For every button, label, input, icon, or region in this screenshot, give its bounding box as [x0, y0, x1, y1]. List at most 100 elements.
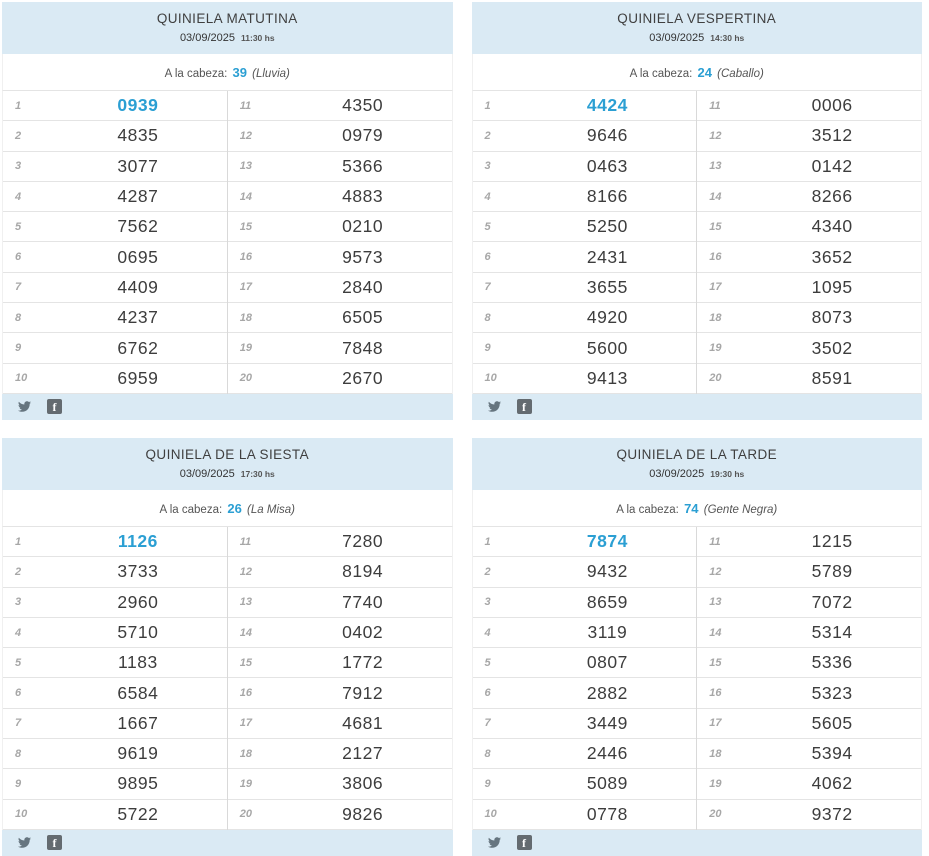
- result-row: 9 6762: [3, 333, 227, 364]
- facebook-icon[interactable]: f: [47, 835, 62, 851]
- result-number: 1183: [118, 652, 158, 673]
- result-row: 2 9432: [472, 557, 697, 588]
- result-row: 4 5710: [3, 618, 227, 649]
- result-row: 7 3655: [472, 273, 697, 304]
- result-row: 6 2882: [472, 678, 697, 709]
- result-number: 4287: [117, 186, 159, 207]
- result-row: 17 1095: [697, 273, 921, 304]
- cabeza-name: (La Misa): [247, 503, 295, 516]
- twitter-icon[interactable]: [17, 400, 32, 413]
- position-number: 11: [709, 535, 721, 548]
- result-number: 8659: [586, 591, 628, 612]
- position-number: 17: [239, 717, 252, 730]
- card-footer: f: [471, 829, 922, 856]
- position-number: 4: [15, 190, 22, 203]
- position-number: 12: [239, 129, 252, 142]
- result-row: 9 5600: [472, 333, 697, 364]
- position-number: 12: [239, 565, 252, 578]
- results-table: 1 0939 2 4835 3 3077 4 4287 5 7562 6 069…: [2, 90, 453, 394]
- result-number: 8194: [342, 561, 384, 582]
- result-row: 14 4883: [227, 182, 452, 213]
- result-row: 7 1667: [3, 709, 227, 740]
- result-row: 10 6959: [3, 364, 227, 394]
- draw-time: 19:30 hs: [710, 468, 745, 479]
- quiniela-card: QUINIELA DE LA TARDE 03/09/2025 19:30 hs …: [471, 437, 922, 856]
- twitter-icon[interactable]: [487, 400, 502, 413]
- result-row: 8 4920: [472, 303, 697, 334]
- position-number: 15: [709, 656, 722, 669]
- result-row: 12 8194: [227, 557, 452, 588]
- facebook-icon[interactable]: f: [47, 399, 62, 415]
- result-row: 13 7740: [227, 588, 452, 618]
- results-column-right: 11 1215 12 5789 13 7072 14 5314 15 5336 …: [696, 526, 921, 830]
- result-row: 20 8591: [697, 364, 921, 394]
- result-number: 5789: [811, 561, 853, 582]
- result-number: 5710: [117, 622, 159, 642]
- position-number: 3: [15, 160, 22, 173]
- position-number: 10: [15, 372, 28, 385]
- result-row: 16 3652: [697, 242, 921, 273]
- result-number: 4883: [342, 186, 384, 207]
- result-row: 3 0463: [472, 152, 697, 182]
- cabeza-name: (Lluvia): [252, 68, 290, 80]
- cabeza-name: (Gente Negra): [703, 503, 778, 516]
- result-number: 4340: [811, 216, 853, 237]
- result-row: 19 3502: [697, 333, 921, 364]
- result-number: 5323: [811, 682, 853, 703]
- card-header: QUINIELA DE LA SIESTA 03/09/2025 17:30 hs: [2, 437, 453, 490]
- position-number: 17: [709, 717, 722, 730]
- result-row: 4 3119: [472, 618, 697, 649]
- position-number: 8: [15, 747, 22, 760]
- result-number: 9646: [586, 125, 628, 146]
- result-row: 19 4062: [697, 769, 921, 800]
- result-number: 3806: [342, 773, 384, 794]
- result-number: 9432: [586, 561, 628, 582]
- result-number: 9413: [586, 367, 628, 388]
- result-number: 2882: [586, 682, 628, 703]
- result-number: 8591: [811, 367, 853, 388]
- card-header: QUINIELA MATUTINA 03/09/2025 11:30 hs: [2, 2, 453, 54]
- result-row: 15 0210: [227, 212, 452, 243]
- result-row: 18 6505: [227, 303, 452, 334]
- result-row: 4 8166: [472, 182, 697, 213]
- position-number: 15: [709, 220, 722, 233]
- result-number: 9895: [117, 773, 159, 794]
- position-number: 8: [484, 747, 491, 760]
- position-number: 19: [239, 342, 252, 355]
- result-row: 2 3733: [3, 557, 227, 588]
- twitter-icon[interactable]: [487, 836, 502, 849]
- result-row: 11 7280: [227, 527, 452, 558]
- result-row: 4 4287: [3, 182, 227, 213]
- result-number: 0006: [811, 95, 853, 116]
- result-row: 17 5605: [697, 709, 921, 740]
- position-number: 3: [15, 596, 22, 609]
- result-number: 4350: [342, 95, 384, 116]
- result-row: 3 3077: [3, 152, 227, 182]
- result-row: 11 0006: [697, 91, 921, 122]
- card-date-line: 03/09/2025 14:30 hs: [472, 32, 923, 44]
- result-row: 18 5394: [697, 739, 921, 770]
- result-number: 3449: [586, 712, 628, 733]
- draw-date: 03/09/2025: [649, 32, 705, 44]
- result-row: 1 1126: [3, 527, 227, 558]
- position-number: 11: [239, 535, 252, 548]
- position-number: 5: [15, 656, 22, 669]
- result-number: 5600: [586, 337, 628, 358]
- results-column-right: 11 7280 12 8194 13 7740 14 0402 15 1772 …: [226, 526, 452, 830]
- position-number: 16: [239, 687, 252, 700]
- result-row: 12 5789: [697, 557, 921, 588]
- result-row: 5 5250: [472, 212, 697, 243]
- cabeza-number: 74: [684, 500, 699, 516]
- twitter-icon[interactable]: [17, 836, 32, 849]
- position-number: 4: [484, 626, 491, 639]
- facebook-icon[interactable]: f: [516, 399, 532, 415]
- facebook-icon[interactable]: f: [516, 835, 532, 851]
- results-column-right: 11 0006 12 3512 13 0142 14 8266 15 4340 …: [696, 91, 921, 394]
- result-row: 1 0939: [3, 91, 227, 122]
- result-number: 7912: [342, 682, 384, 703]
- results-table: 1 1126 2 3733 3 2960 4 5710 5 1183 6 658…: [2, 525, 453, 830]
- results-table: 1 7874 2 9432 3 8659 4 3119 5 0807 6 288…: [471, 525, 922, 830]
- result-number: 1772: [342, 652, 384, 673]
- result-row: 11 4350: [227, 91, 452, 122]
- result-number: 5605: [811, 712, 853, 733]
